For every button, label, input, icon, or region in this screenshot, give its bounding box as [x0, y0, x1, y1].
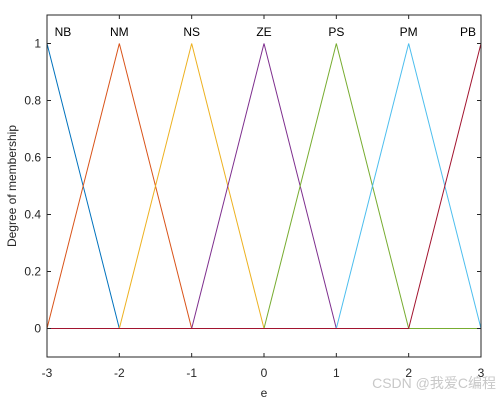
x-tick-label: -3 — [42, 366, 53, 380]
y-tick-label: 0.6 — [24, 151, 41, 165]
y-tick-label: 0.2 — [24, 265, 41, 279]
mf-label-nm: NM — [110, 25, 129, 39]
y-tick-label: 0.4 — [24, 208, 41, 222]
x-tick-label: -1 — [186, 366, 197, 380]
series-layer — [46, 43, 482, 329]
mf-labels: NB NM NS ZE PS PM PB — [55, 25, 476, 39]
y-tick-label: 0 — [34, 322, 41, 336]
mf-label-pm: PM — [400, 25, 418, 39]
y-tick-label: 0.8 — [24, 94, 41, 108]
mf-label-ps: PS — [328, 25, 344, 39]
mf-label-pb: PB — [460, 25, 476, 39]
plot-area — [47, 15, 481, 357]
watermark: CSDN @我爱C编程 — [372, 375, 496, 391]
mf-label-ze: ZE — [256, 25, 271, 39]
axis-ticks: -3 -2 -1 0 1 2 3 0 0.2 0.4 0.6 0.8 1 — [24, 15, 485, 380]
mf-label-ns: NS — [183, 25, 200, 39]
x-tick-label: 1 — [333, 366, 340, 380]
y-tick-label: 1 — [34, 37, 41, 51]
y-axis-label: Degree of membership — [5, 125, 19, 247]
x-axis-label: e — [261, 386, 268, 400]
mf-label-nb: NB — [55, 25, 72, 39]
x-tick-label: 0 — [261, 366, 268, 380]
x-tick-label: 2 — [405, 366, 412, 380]
x-tick-label: -2 — [114, 366, 125, 380]
x-tick-label: 3 — [478, 366, 485, 380]
